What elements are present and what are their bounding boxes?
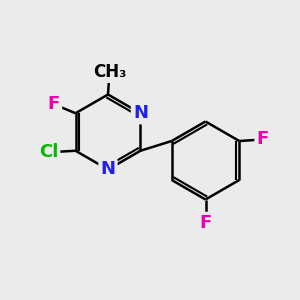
Text: Cl: Cl	[39, 143, 58, 161]
Text: CH₃: CH₃	[93, 63, 126, 81]
Text: F: F	[48, 95, 60, 113]
Text: F: F	[200, 214, 211, 232]
Text: F: F	[256, 130, 269, 148]
Text: N: N	[133, 104, 148, 122]
Text: N: N	[100, 160, 116, 178]
